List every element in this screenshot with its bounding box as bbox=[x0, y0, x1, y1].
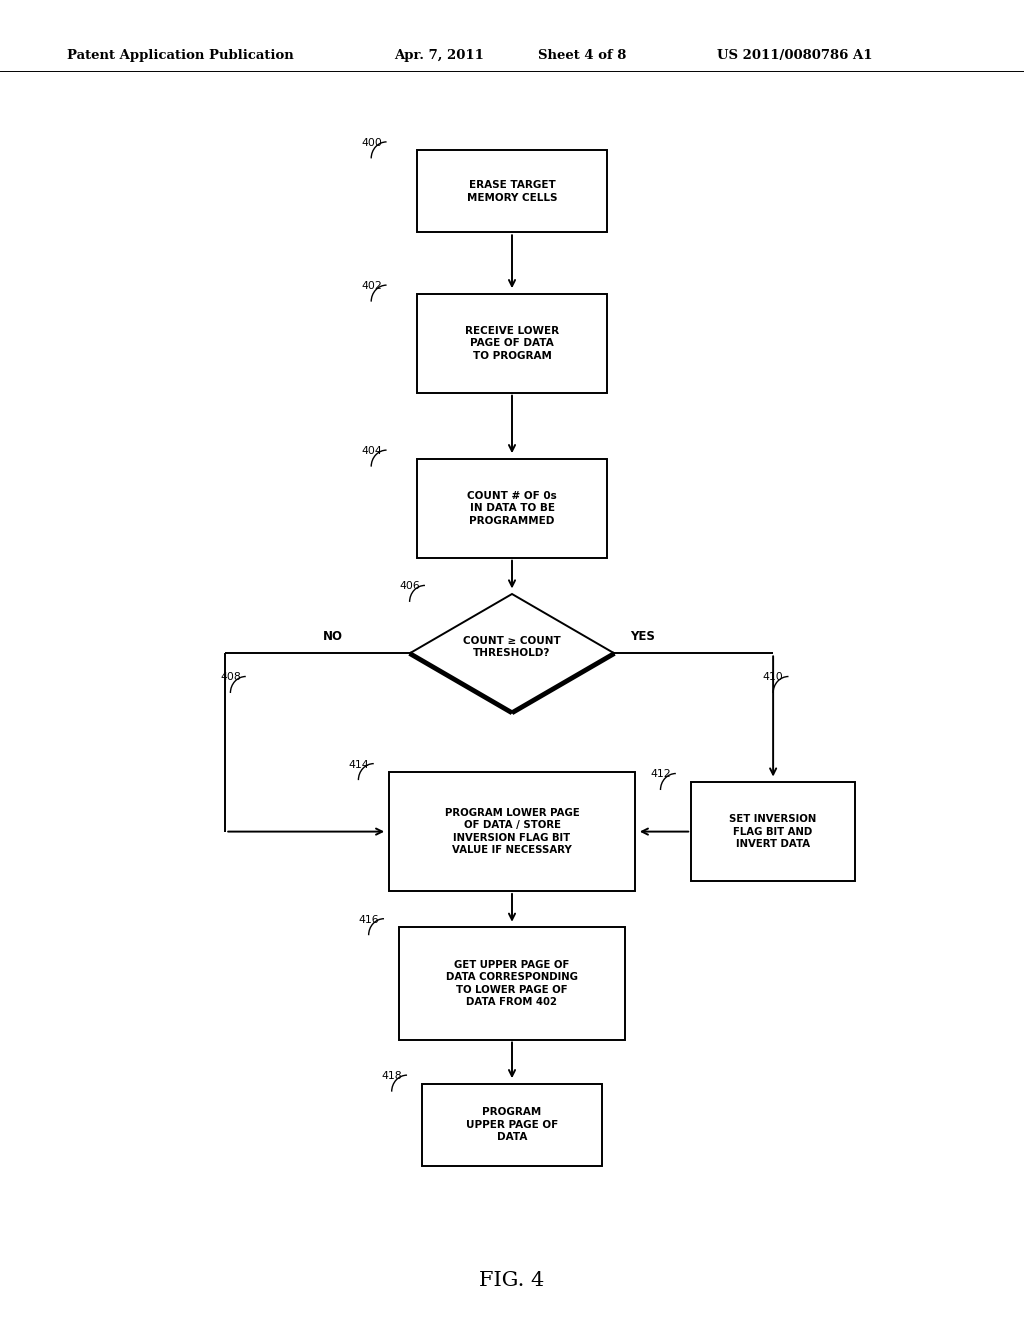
Text: YES: YES bbox=[630, 630, 654, 643]
Text: Apr. 7, 2011: Apr. 7, 2011 bbox=[394, 49, 484, 62]
Text: 416: 416 bbox=[358, 915, 379, 924]
Text: 414: 414 bbox=[348, 759, 369, 770]
Text: SET INVERSION
FLAG BIT AND
INVERT DATA: SET INVERSION FLAG BIT AND INVERT DATA bbox=[729, 814, 817, 849]
FancyBboxPatch shape bbox=[422, 1084, 601, 1166]
Text: Patent Application Publication: Patent Application Publication bbox=[67, 49, 293, 62]
Text: 404: 404 bbox=[360, 446, 382, 457]
Text: RECEIVE LOWER
PAGE OF DATA
TO PROGRAM: RECEIVE LOWER PAGE OF DATA TO PROGRAM bbox=[465, 326, 559, 360]
Text: Sheet 4 of 8: Sheet 4 of 8 bbox=[538, 49, 626, 62]
FancyBboxPatch shape bbox=[418, 150, 606, 232]
FancyBboxPatch shape bbox=[691, 781, 855, 882]
Text: COUNT ≥ COUNT
THRESHOLD?: COUNT ≥ COUNT THRESHOLD? bbox=[463, 636, 561, 657]
Text: ERASE TARGET
MEMORY CELLS: ERASE TARGET MEMORY CELLS bbox=[467, 181, 557, 202]
Text: FIG. 4: FIG. 4 bbox=[479, 1271, 545, 1290]
Text: 418: 418 bbox=[381, 1071, 402, 1081]
Text: PROGRAM LOWER PAGE
OF DATA / STORE
INVERSION FLAG BIT
VALUE IF NECESSARY: PROGRAM LOWER PAGE OF DATA / STORE INVER… bbox=[444, 808, 580, 855]
FancyBboxPatch shape bbox=[418, 294, 606, 393]
FancyBboxPatch shape bbox=[399, 927, 625, 1040]
Text: 408: 408 bbox=[220, 672, 241, 682]
FancyBboxPatch shape bbox=[418, 459, 606, 557]
Text: PROGRAM
UPPER PAGE OF
DATA: PROGRAM UPPER PAGE OF DATA bbox=[466, 1107, 558, 1142]
Text: 406: 406 bbox=[399, 581, 420, 591]
Polygon shape bbox=[410, 594, 614, 713]
Text: GET UPPER PAGE OF
DATA CORRESPONDING
TO LOWER PAGE OF
DATA FROM 402: GET UPPER PAGE OF DATA CORRESPONDING TO … bbox=[446, 960, 578, 1007]
Text: 402: 402 bbox=[360, 281, 382, 290]
Text: 412: 412 bbox=[650, 770, 671, 779]
FancyBboxPatch shape bbox=[389, 772, 635, 891]
Text: 400: 400 bbox=[360, 137, 382, 148]
Text: COUNT # OF 0s
IN DATA TO BE
PROGRAMMED: COUNT # OF 0s IN DATA TO BE PROGRAMMED bbox=[467, 491, 557, 525]
Text: US 2011/0080786 A1: US 2011/0080786 A1 bbox=[717, 49, 872, 62]
Text: NO: NO bbox=[323, 630, 343, 643]
Text: 410: 410 bbox=[763, 672, 783, 682]
